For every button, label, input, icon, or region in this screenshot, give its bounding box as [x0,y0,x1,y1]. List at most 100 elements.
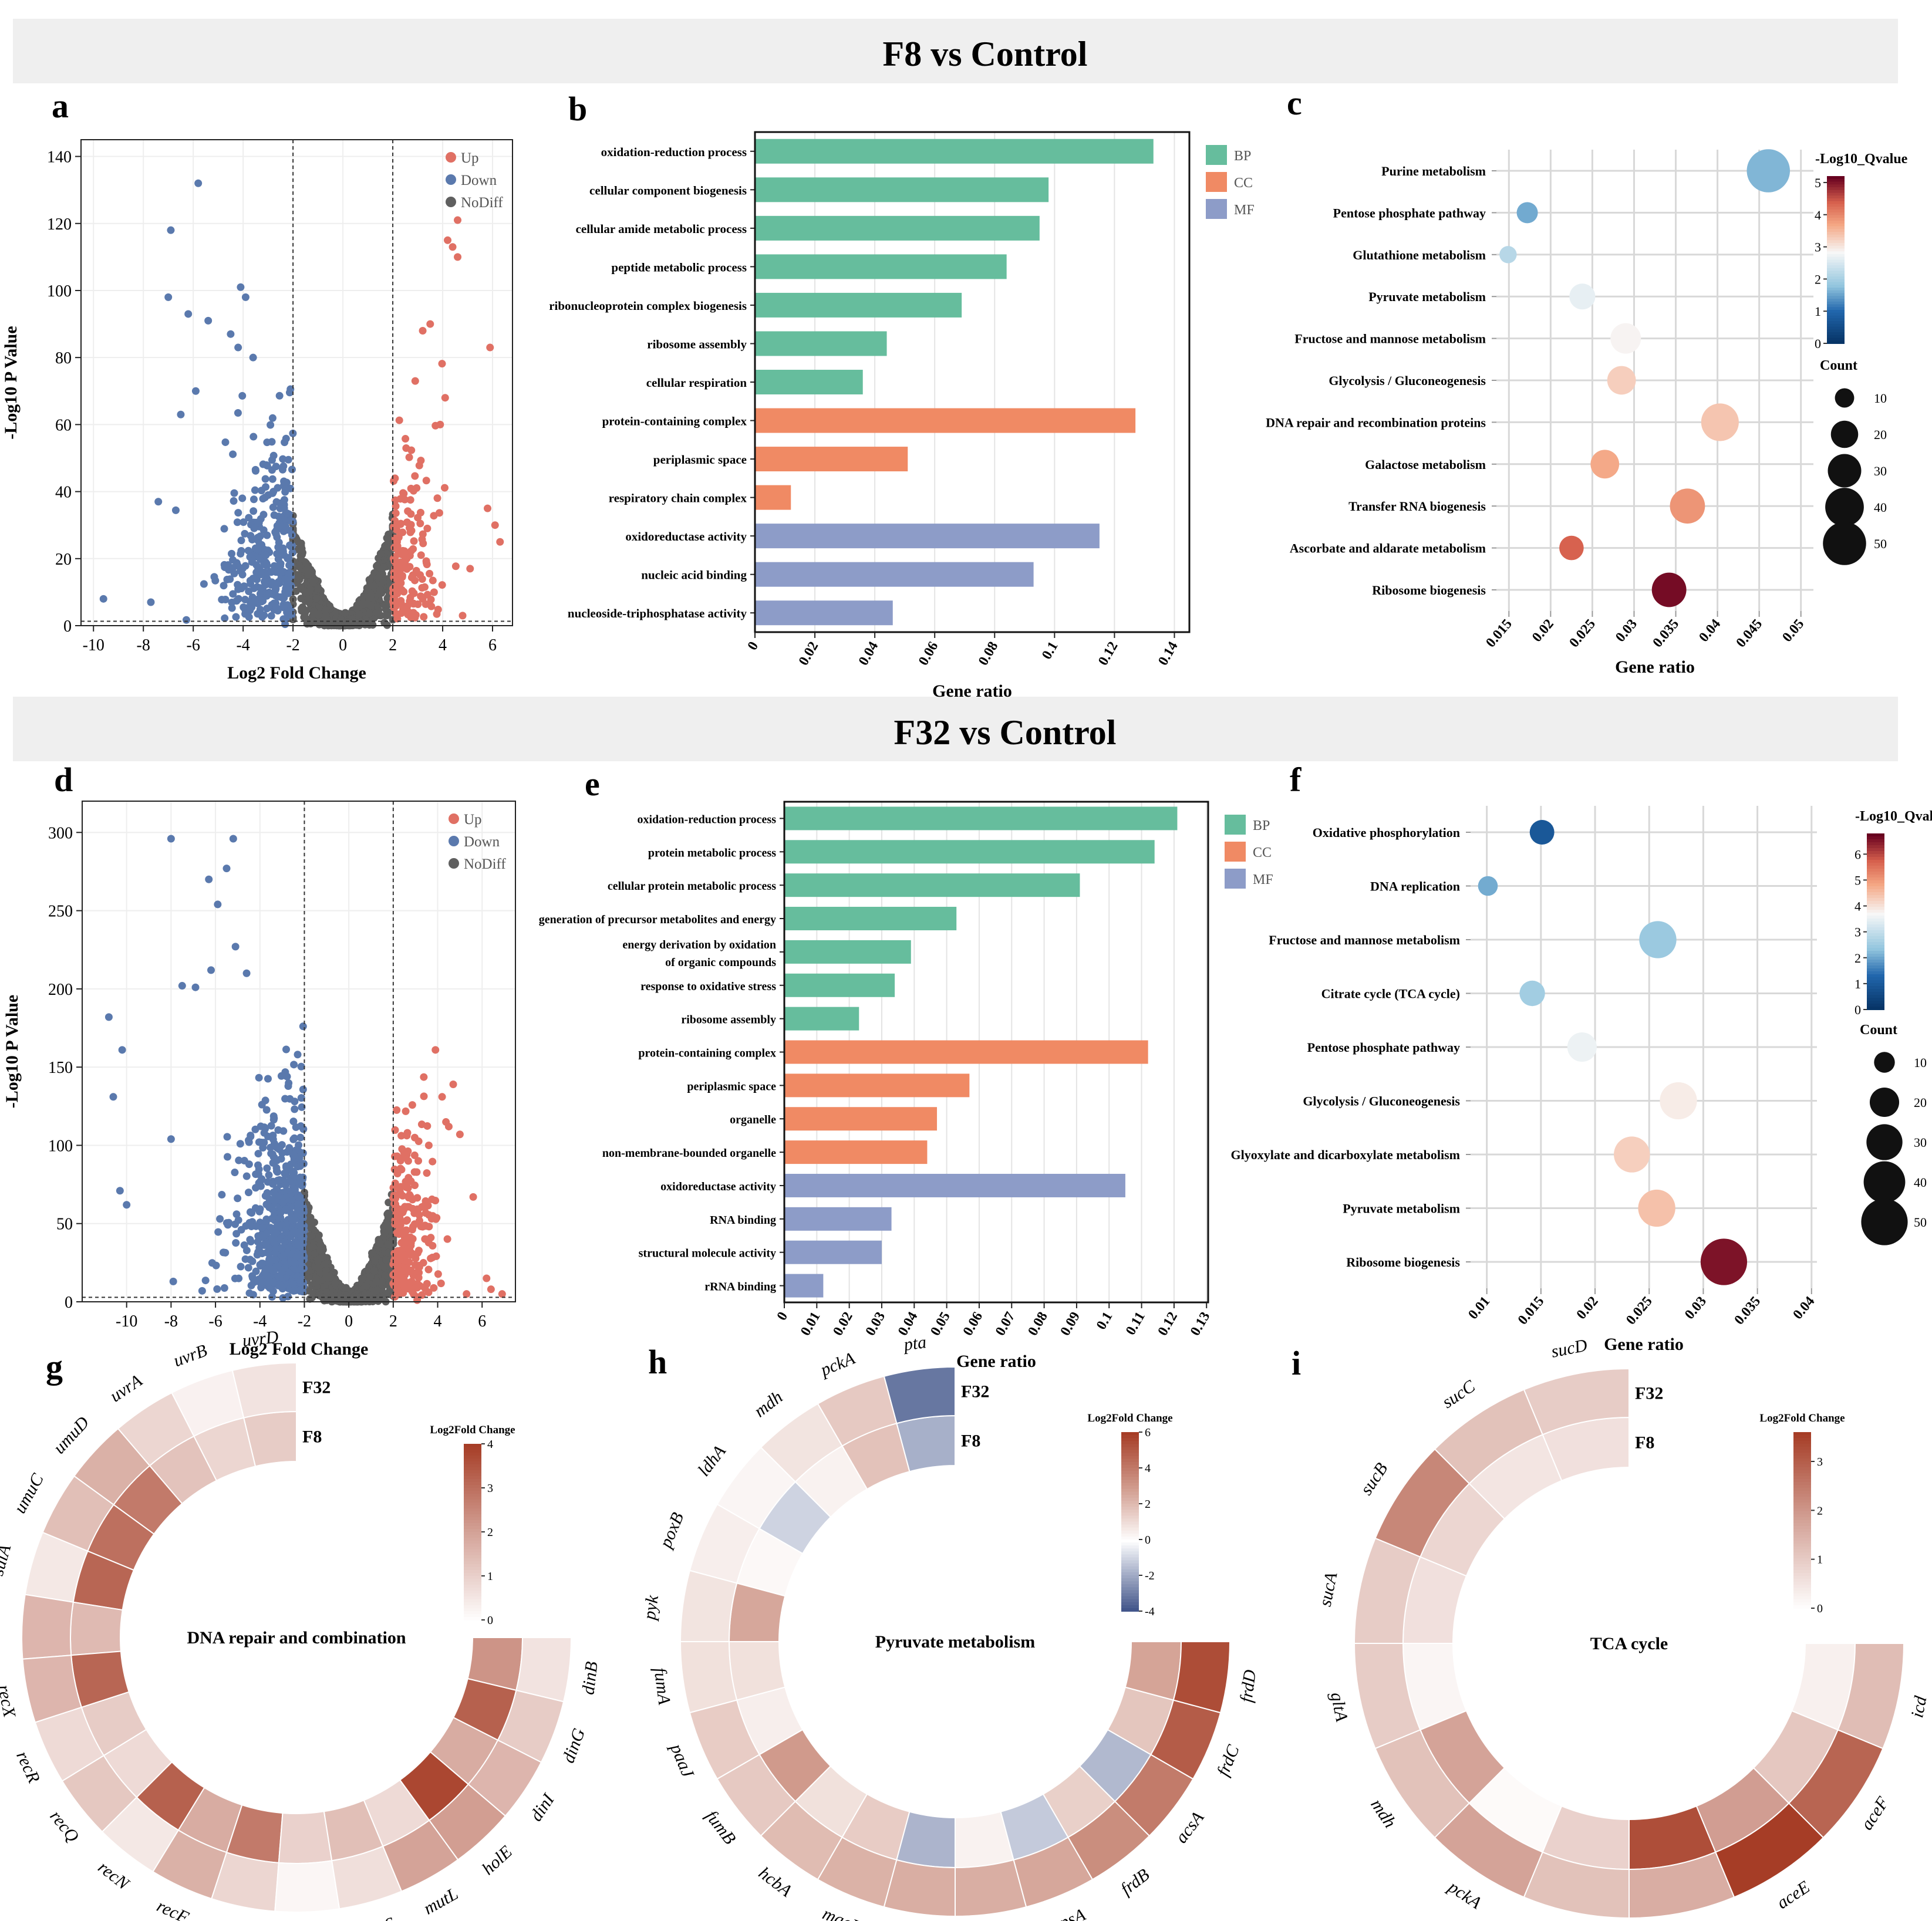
colorbar-segment [1827,288,1845,291]
point-down [228,598,236,606]
point-down [258,1175,266,1183]
point-nodiff [381,1271,389,1279]
point-down [257,1122,265,1130]
point-nodiff [384,1212,392,1220]
point-down [234,509,242,517]
point-down [241,293,249,301]
point-nodiff [297,595,305,603]
colorbar-segment [1827,212,1845,216]
point-down [220,582,228,590]
colorbar-segment [1827,274,1845,277]
colorbar-segment [1827,243,1845,247]
point-down [267,612,275,620]
plot-frame [754,131,1191,633]
point-nodiff [314,585,322,593]
point-down [221,614,229,622]
point-down [285,389,294,397]
point-nodiff [376,1240,384,1248]
point-down [278,1244,286,1252]
point-down [235,1274,243,1282]
point-down [261,1192,269,1200]
x-tick-label: -6 [187,636,200,654]
point-down [272,1244,280,1252]
point-down [241,596,249,604]
point-nodiff [308,1294,316,1302]
x-tick-label: 0.06 [916,639,942,668]
bubble-glycolysis-gluconeogenesis [1607,366,1636,395]
bar-cellular-component-biogenesis [755,177,1049,202]
x-tick-label: 2 [389,636,397,654]
colorbar-segment [1827,223,1845,227]
category-label: peptide metabolic process [611,260,747,274]
point-down [282,581,291,589]
point-down [242,1172,251,1180]
point-up [392,502,400,510]
point-down [274,1144,282,1152]
colorbar-segment [1827,337,1845,342]
point-down [252,1222,260,1230]
point-nodiff [307,1232,315,1240]
x-tick-label: 0.02 [796,639,822,668]
y-tick-label: 100 [47,282,72,301]
point-down [147,598,155,606]
point-down [226,575,234,583]
panel-letter-i: i [1292,1344,1301,1382]
point-down [231,1169,239,1177]
legend-swatch-mf [1206,199,1227,219]
point-down [259,495,267,503]
point-down [240,1157,248,1165]
colorbar-segment [1827,204,1845,208]
bubble-galactose-metabolism [1590,450,1620,479]
point-down [251,597,259,605]
x-tick-label: 0.1 [1039,639,1061,662]
point-down [294,1206,302,1214]
point-down [251,467,259,475]
point-down [237,549,245,558]
point-nodiff [352,604,360,612]
point-up [430,588,438,596]
point-down [265,1171,273,1179]
point-down [240,1241,248,1249]
point-down [274,1168,282,1176]
point-up [393,538,401,546]
colorbar-segment [1827,299,1845,302]
colorbar-segment [1827,240,1845,244]
x-tick-label: 0.04 [856,639,882,668]
legend-swatch-cc [1206,172,1227,192]
point-down [237,536,245,545]
x-axis-title: Gene ratio [932,681,1012,701]
colorbar-segment [1827,248,1845,252]
point-down [267,1149,275,1157]
colorbar-segment [1827,323,1845,328]
x-tick-label: 0.03 [1613,616,1640,645]
point-down [227,330,235,338]
point-up [393,615,402,623]
colorbar-segment [1827,307,1845,310]
point-down [269,1112,278,1120]
point-down [268,456,276,464]
point-down [264,1178,272,1186]
section-banner-f8 [13,19,1898,83]
point-down [267,421,275,429]
colorbar-segment [1827,259,1845,264]
point-up [409,545,417,553]
legend-marker-nodiff [446,197,456,207]
point-up [420,1073,428,1081]
point-down [256,532,264,541]
point-up [395,566,403,574]
point-nodiff [383,1240,392,1248]
point-nodiff [322,612,330,620]
point-nodiff [295,561,304,569]
point-down [240,603,248,612]
point-down [294,1200,302,1208]
point-down [212,1261,220,1270]
point-down [214,1228,222,1236]
x-tick-label: 0.08 [976,639,1002,668]
point-down [231,1220,240,1228]
point-down [295,1141,303,1149]
bubble-transfer-rna-biogenesis [1670,488,1705,524]
point-down [268,489,277,497]
point-down [298,1240,306,1248]
size-legend-label: 10 [1874,391,1887,406]
point-down [230,489,238,497]
